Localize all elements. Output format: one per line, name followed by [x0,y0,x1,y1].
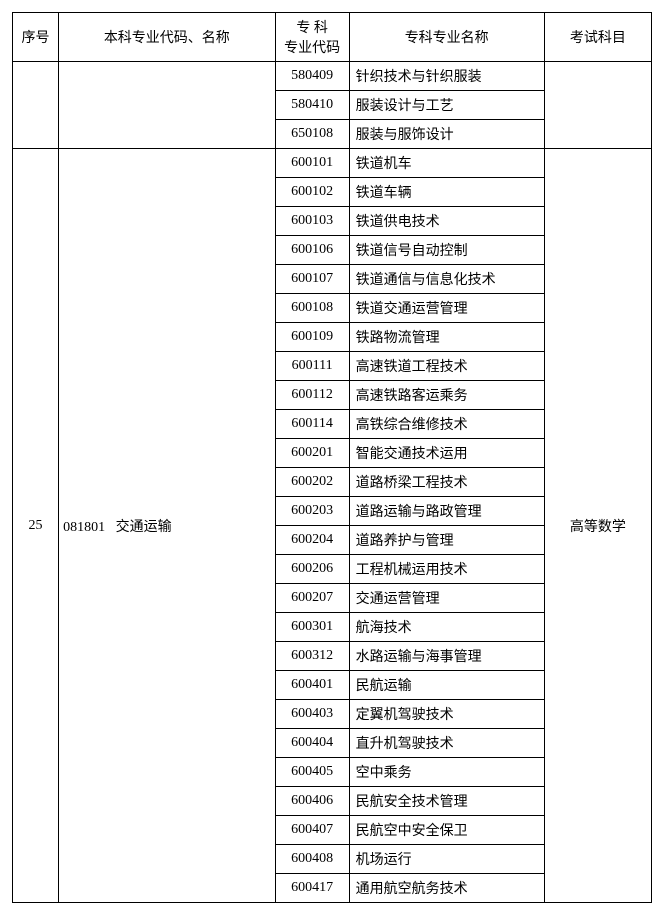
cell-code: 580410 [275,91,349,120]
cell-name: 铁道交通运营管理 [349,294,544,323]
cell-name: 直升机驾驶技术 [349,729,544,758]
cell-code: 600408 [275,845,349,874]
cell-exam [544,62,651,149]
major-table: 序号 本科专业代码、名称 专 科 专业代码 专科专业名称 考试科目 580409… [12,12,652,903]
cell-code: 600103 [275,207,349,236]
cell-name: 铁道机车 [349,149,544,178]
cell-name: 高速铁路客运乘务 [349,381,544,410]
cell-code: 650108 [275,120,349,149]
cell-code: 580409 [275,62,349,91]
cell-code: 600102 [275,178,349,207]
cell-name: 民航安全技术管理 [349,787,544,816]
cell-name: 针织技术与针织服装 [349,62,544,91]
cell-name: 铁道供电技术 [349,207,544,236]
header-code: 专 科 专业代码 [275,13,349,62]
cell-name: 道路运输与路政管理 [349,497,544,526]
cell-code: 600404 [275,729,349,758]
cell-code: 600106 [275,236,349,265]
cell-code: 600109 [275,323,349,352]
table-row: 25081801 交通运输600101铁道机车高等数学 [13,149,652,178]
cell-code: 600202 [275,468,349,497]
cell-code: 600101 [275,149,349,178]
cell-name: 航海技术 [349,613,544,642]
cell-name: 服装设计与工艺 [349,91,544,120]
cell-name: 道路桥梁工程技术 [349,468,544,497]
cell-code: 600204 [275,526,349,555]
cell-code: 600401 [275,671,349,700]
cell-name: 智能交通技术运用 [349,439,544,468]
cell-code: 600112 [275,381,349,410]
cell-code: 600406 [275,787,349,816]
cell-code: 600301 [275,613,349,642]
cell-code: 600312 [275,642,349,671]
cell-name: 铁道通信与信息化技术 [349,265,544,294]
table-row: 580409针织技术与针织服装 [13,62,652,91]
cell-code: 600107 [275,265,349,294]
cell-name: 高铁综合维修技术 [349,410,544,439]
cell-name: 道路养护与管理 [349,526,544,555]
header-name: 专科专业名称 [349,13,544,62]
header-major: 本科专业代码、名称 [59,13,275,62]
cell-code: 600207 [275,584,349,613]
cell-name: 高速铁道工程技术 [349,352,544,381]
cell-code: 600403 [275,700,349,729]
cell-name: 铁路物流管理 [349,323,544,352]
cell-name: 水路运输与海事管理 [349,642,544,671]
cell-name: 通用航空航务技术 [349,874,544,903]
cell-major: 081801 交通运输 [59,149,275,903]
cell-code: 600114 [275,410,349,439]
cell-name: 铁道车辆 [349,178,544,207]
cell-code: 600111 [275,352,349,381]
table-header-row: 序号 本科专业代码、名称 专 科 专业代码 专科专业名称 考试科目 [13,13,652,62]
cell-code: 600405 [275,758,349,787]
cell-code: 600206 [275,555,349,584]
cell-name: 工程机械运用技术 [349,555,544,584]
cell-seq: 25 [13,149,59,903]
cell-name: 铁道信号自动控制 [349,236,544,265]
cell-name: 交通运营管理 [349,584,544,613]
cell-name: 民航运输 [349,671,544,700]
header-exam: 考试科目 [544,13,651,62]
table-body: 580409针织技术与针织服装580410服装设计与工艺650108服装与服饰设… [13,62,652,903]
cell-name: 空中乘务 [349,758,544,787]
cell-code: 600203 [275,497,349,526]
cell-major [59,62,275,149]
cell-seq [13,62,59,149]
cell-code: 600108 [275,294,349,323]
cell-name: 民航空中安全保卫 [349,816,544,845]
cell-name: 机场运行 [349,845,544,874]
header-seq: 序号 [13,13,59,62]
cell-name: 定翼机驾驶技术 [349,700,544,729]
cell-code: 600417 [275,874,349,903]
cell-code: 600407 [275,816,349,845]
cell-exam: 高等数学 [544,149,651,903]
cell-code: 600201 [275,439,349,468]
cell-name: 服装与服饰设计 [349,120,544,149]
